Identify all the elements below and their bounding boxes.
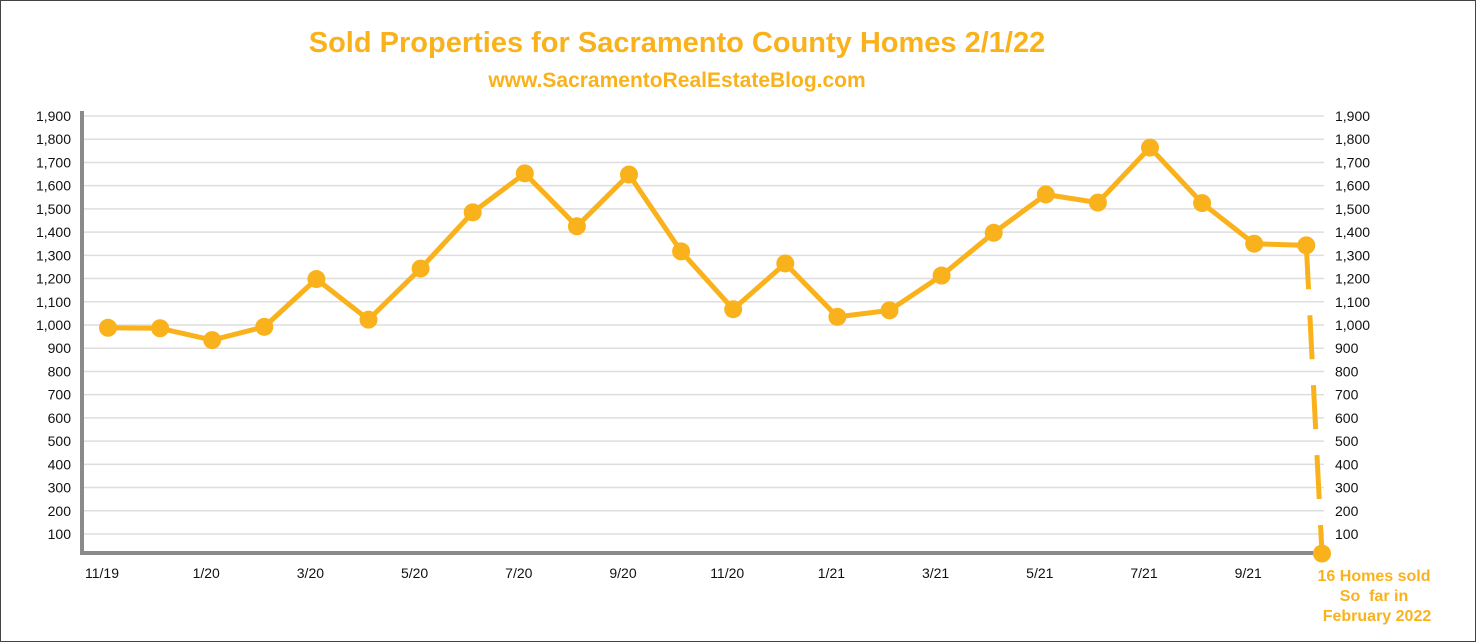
x-tick-label: 3/21 xyxy=(922,565,949,581)
y-tick-label-right: 500 xyxy=(1335,433,1359,449)
x-tick-label: 1/21 xyxy=(818,565,845,581)
x-tick-label: 11/20 xyxy=(710,565,744,581)
data-point xyxy=(99,318,117,337)
y-tick-label-left: 1,100 xyxy=(36,294,71,310)
y-tick-label-left: 1,200 xyxy=(36,271,71,287)
y-tick-label-right: 1,300 xyxy=(1335,247,1370,263)
y-tick-label-left: 300 xyxy=(48,480,72,496)
y-tick-label-right: 1,100 xyxy=(1335,294,1370,310)
data-point xyxy=(307,270,326,289)
data-point xyxy=(776,254,795,273)
series-line-projected xyxy=(1303,245,1325,554)
data-point xyxy=(359,310,378,329)
y-tick-label-right: 800 xyxy=(1335,363,1359,379)
y-tick-label-left: 1,500 xyxy=(36,201,71,217)
data-point xyxy=(411,259,430,278)
y-tick-label-left: 1,300 xyxy=(36,247,71,263)
y-tick-label-right: 1,000 xyxy=(1335,317,1370,333)
y-tick-label-right: 1,700 xyxy=(1335,154,1370,170)
y-tick-label-left: 900 xyxy=(48,340,72,356)
x-axis-ticks: 11/19 1/20 3/20 5/20 7/20 9/20 11/20 1/21 3/21 5/… xyxy=(85,565,1262,581)
y-tick-label-right: 600 xyxy=(1335,410,1359,426)
y-tick-label-right: 900 xyxy=(1335,340,1359,356)
x-tick-label: 9/20 xyxy=(609,565,636,581)
annotation-line-2: So far in xyxy=(1340,588,1408,605)
x-tick-label: 3/20 xyxy=(297,565,324,581)
y-tick-label-left: 800 xyxy=(48,363,72,379)
y-tick-label-left: 1,000 xyxy=(36,317,71,333)
y-tick-label-left: 200 xyxy=(48,503,72,519)
data-point xyxy=(620,165,638,184)
y-tick-label-right: 700 xyxy=(1335,387,1359,403)
y-tick-label-right: 400 xyxy=(1335,456,1359,472)
data-point xyxy=(932,266,951,285)
x-tick-label: 1/20 xyxy=(193,565,220,581)
data-point xyxy=(1141,138,1159,157)
data-point xyxy=(1297,236,1316,255)
y-axis-left-ticks: 100 200 300 400 500 600 700 800 900 1,000 1,100 1,2… xyxy=(36,108,71,542)
annotation-line-3: February 2022 xyxy=(1323,608,1432,625)
series-line-solid xyxy=(107,145,1307,343)
data-point xyxy=(1036,185,1055,204)
chart-subtitle: www.SacramentoRealEstateBlog.com xyxy=(488,69,866,92)
data-point xyxy=(672,242,691,261)
y-tick-label-right: 1,400 xyxy=(1335,224,1370,240)
y-tick-label-right: 100 xyxy=(1335,526,1359,542)
x-tick-label: 5/21 xyxy=(1026,565,1053,581)
data-point xyxy=(1313,544,1331,563)
data-point xyxy=(203,331,222,350)
y-tick-label-left: 600 xyxy=(48,410,72,426)
y-tick-label-right: 1,800 xyxy=(1335,131,1370,147)
data-point xyxy=(1193,194,1212,213)
y-tick-label-right: 300 xyxy=(1335,480,1359,496)
y-axis-right-ticks: 100 200 300 400 500 600 700 800 900 1,000 1,100 1,2… xyxy=(1335,108,1370,542)
data-point xyxy=(1088,193,1107,212)
y-tick-label-left: 500 xyxy=(48,433,72,449)
y-tick-label-right: 1,600 xyxy=(1335,178,1370,194)
chart-title: Sold Properties for Sacramento County Ho… xyxy=(308,27,1046,59)
data-point xyxy=(724,300,743,319)
data-point xyxy=(984,223,1003,242)
data-point xyxy=(880,301,899,320)
x-tick-label: 7/21 xyxy=(1130,565,1157,581)
axes xyxy=(80,111,1324,555)
annotation-line-1: 16 Homes sold xyxy=(1318,568,1431,585)
data-point xyxy=(151,319,170,338)
y-tick-label-left: 1,600 xyxy=(36,178,71,194)
data-point xyxy=(567,217,586,236)
data-point xyxy=(828,307,847,326)
y-tick-label-left: 1,900 xyxy=(36,108,71,124)
x-tick-label: 9/21 xyxy=(1235,565,1262,581)
y-tick-label-left: 1,700 xyxy=(36,154,71,170)
series-line xyxy=(107,145,1325,554)
x-tick-label: 5/20 xyxy=(401,565,428,581)
y-tick-label-right: 1,200 xyxy=(1335,271,1370,287)
y-tick-label-right: 1,500 xyxy=(1335,201,1370,217)
y-tick-label-left: 100 xyxy=(48,526,72,542)
x-tick-label: 11/19 xyxy=(85,565,119,581)
data-point xyxy=(515,164,534,183)
y-tick-label-right: 1,900 xyxy=(1335,108,1370,124)
y-tick-label-left: 1,400 xyxy=(36,224,71,240)
data-points xyxy=(99,138,1331,563)
y-tick-label-left: 700 xyxy=(48,387,72,403)
y-tick-label-left: 1,800 xyxy=(36,131,71,147)
x-tick-label: 7/20 xyxy=(505,565,532,581)
data-point xyxy=(255,317,274,336)
y-tick-label-right: 200 xyxy=(1335,503,1359,519)
data-point xyxy=(463,203,482,222)
y-tick-label-left: 400 xyxy=(48,456,72,472)
data-point xyxy=(1245,234,1264,253)
